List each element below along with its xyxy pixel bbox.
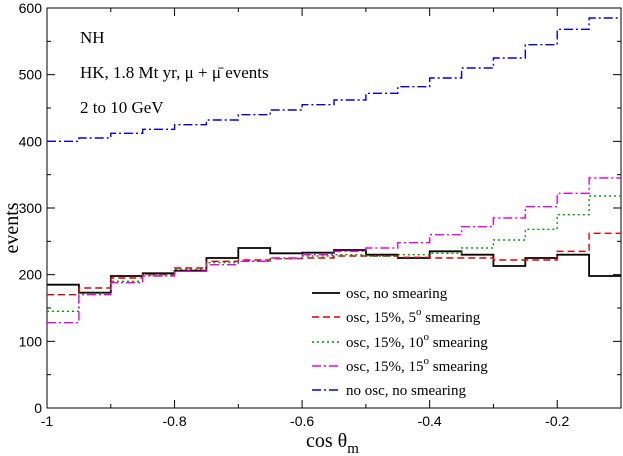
legend-entry: osc, 15%, 10o smearing: [346, 331, 488, 351]
x-axis-title: cos θm: [306, 430, 359, 456]
series-line-4: [47, 177, 621, 324]
series-line-2: [47, 232, 621, 296]
legend-entry: osc, 15%, 5o smearing: [346, 306, 481, 326]
x-tick-label: -0.8: [162, 413, 186, 429]
series-line-3: [47, 195, 621, 312]
y-tick-label: 400: [19, 133, 43, 149]
x-tick-label: -1: [41, 413, 54, 429]
series-line-1: [47, 247, 621, 294]
series-line-5: [47, 17, 621, 142]
y-tick-label: 600: [19, 0, 43, 16]
annotation-energy-range: 2 to 10 GeV: [80, 98, 164, 117]
legend: osc, no smearing osc, 15%, 5o smearing osc…: [312, 286, 488, 399]
y-tick-label: 500: [19, 67, 43, 83]
y-axis-title: events: [1, 202, 23, 253]
annotation-ordering: NH: [80, 28, 105, 47]
y-tick-label: 0: [34, 400, 42, 416]
y-tick-label: 200: [19, 267, 43, 283]
annotation-exposure: HK, 1.8 Mt yr, μ + μ̄ events: [80, 63, 269, 82]
legend-entry: osc, 15%, 15o smearing: [346, 355, 488, 375]
legend-entry: osc, no smearing: [346, 286, 448, 302]
x-tick-label: -0.6: [290, 413, 314, 429]
series-layer: [47, 17, 621, 324]
legend-entry: no osc, no smearing: [346, 383, 466, 399]
y-tick-label: 100: [19, 333, 43, 349]
y-tick-label: 300: [19, 200, 43, 216]
x-tick-label: -0.4: [418, 413, 442, 429]
annotation-block: NH HK, 1.8 Mt yr, μ + μ̄ events 2 to 10 …: [80, 28, 269, 117]
x-tick-label: -0.2: [545, 413, 569, 429]
